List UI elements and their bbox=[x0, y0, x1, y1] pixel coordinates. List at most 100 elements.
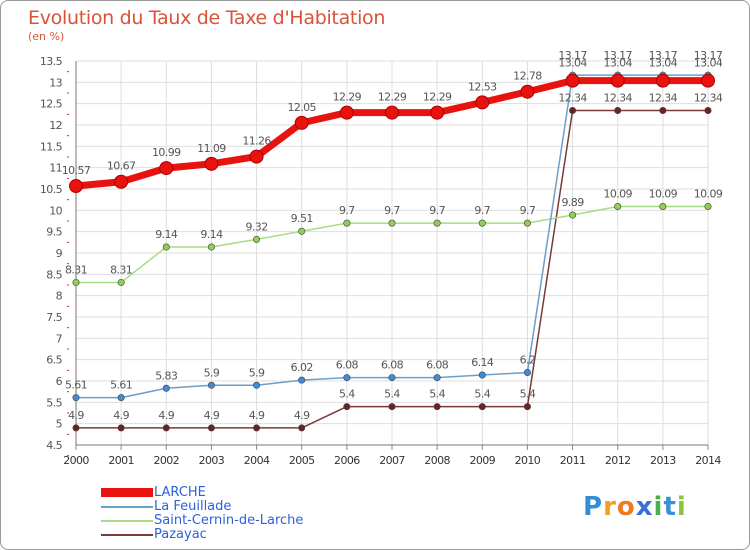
data-label: 4.9 bbox=[294, 409, 310, 422]
data-point bbox=[614, 202, 622, 210]
data-point bbox=[388, 374, 396, 382]
data-point bbox=[162, 384, 170, 392]
data-point bbox=[701, 73, 715, 88]
data-label: 13.17 bbox=[558, 49, 587, 62]
data-label: 5.4 bbox=[474, 388, 490, 401]
data-label: 10.09 bbox=[649, 187, 678, 200]
data-label: 13.17 bbox=[694, 49, 723, 62]
x-tick-label: 2002 bbox=[153, 454, 179, 467]
x-tick-label: 2003 bbox=[199, 454, 225, 467]
y-tick-label: 10 bbox=[49, 204, 62, 217]
data-point bbox=[433, 219, 441, 227]
data-label: 5.4 bbox=[520, 388, 536, 401]
data-label: 13.04 bbox=[694, 57, 723, 70]
data-point bbox=[569, 106, 577, 114]
data-point bbox=[659, 106, 667, 114]
y-tick-label: 13 bbox=[49, 76, 62, 89]
data-point bbox=[294, 115, 309, 130]
data-label: 12.34 bbox=[603, 91, 632, 104]
data-label: 12.05 bbox=[287, 101, 316, 114]
data-point bbox=[298, 424, 306, 432]
legend-label: La Feuillade bbox=[154, 499, 232, 514]
data-point bbox=[117, 278, 125, 286]
data-label: 5.61 bbox=[110, 379, 132, 392]
chart-subtitle: (en %) bbox=[28, 30, 65, 43]
data-label: 5.4 bbox=[339, 388, 355, 401]
logo-letter: i bbox=[676, 492, 687, 522]
data-label: 9.7 bbox=[384, 204, 400, 217]
y-tick-label: 12.5 bbox=[40, 98, 63, 111]
data-label: 11.26 bbox=[242, 135, 271, 148]
data-point bbox=[385, 105, 399, 120]
legend-swatch bbox=[101, 520, 153, 522]
data-label: 6.08 bbox=[381, 359, 404, 372]
data-point bbox=[72, 394, 80, 402]
data-point bbox=[69, 179, 83, 194]
data-label: 5.83 bbox=[155, 369, 178, 382]
data-label: 12.34 bbox=[649, 91, 678, 104]
data-point bbox=[478, 219, 486, 227]
y-tick-label: 5.5 bbox=[46, 396, 62, 409]
y-tick-label: 7 bbox=[56, 332, 63, 345]
y-tick-label: 8 bbox=[56, 290, 63, 303]
legend-label: LARCHE bbox=[154, 485, 206, 500]
x-tick-label: 2010 bbox=[515, 454, 541, 467]
y-tick-label: 13.5 bbox=[40, 55, 63, 68]
data-point bbox=[298, 376, 306, 384]
data-point bbox=[523, 368, 531, 376]
x-tick-label: 2012 bbox=[605, 454, 631, 467]
logo-letter: t bbox=[663, 492, 677, 522]
data-point bbox=[655, 73, 670, 88]
data-point bbox=[565, 73, 580, 88]
y-tick-label: 8.5 bbox=[46, 268, 62, 281]
data-point bbox=[117, 424, 125, 432]
x-tick-label: 2000 bbox=[63, 454, 89, 467]
data-point bbox=[249, 149, 264, 164]
x-tick-label: 2005 bbox=[289, 454, 315, 467]
legend-swatch bbox=[101, 534, 153, 536]
data-label: 9.51 bbox=[291, 212, 313, 225]
y-tick-label: 10.5 bbox=[40, 183, 63, 196]
legend-swatch bbox=[101, 506, 153, 508]
data-label: 9.7 bbox=[520, 204, 536, 217]
data-point bbox=[430, 105, 445, 120]
data-point bbox=[298, 227, 306, 235]
data-point bbox=[343, 219, 351, 227]
data-point bbox=[207, 424, 215, 432]
data-point bbox=[72, 278, 80, 286]
data-point bbox=[117, 394, 125, 402]
data-label: 6.14 bbox=[471, 356, 494, 369]
data-label: 6.2 bbox=[520, 353, 536, 366]
data-point bbox=[478, 403, 486, 411]
data-point bbox=[704, 106, 712, 114]
data-point bbox=[339, 105, 354, 120]
data-point bbox=[343, 374, 351, 382]
data-point bbox=[523, 219, 531, 227]
y-tick-label: 9.5 bbox=[46, 226, 62, 239]
data-point bbox=[520, 84, 535, 99]
x-tick-label: 2011 bbox=[560, 454, 586, 467]
data-point bbox=[207, 381, 215, 389]
data-label: 5.4 bbox=[429, 388, 445, 401]
data-point bbox=[162, 424, 170, 432]
data-label: 13.17 bbox=[603, 49, 632, 62]
data-point bbox=[253, 381, 261, 389]
data-point bbox=[433, 374, 441, 382]
data-label: 9.7 bbox=[339, 204, 355, 217]
data-label: 10.57 bbox=[62, 164, 91, 177]
data-label: 9.14 bbox=[200, 228, 223, 241]
data-label: 12.29 bbox=[333, 91, 362, 104]
data-label: 6.08 bbox=[336, 359, 359, 372]
data-point bbox=[433, 403, 441, 411]
data-label: 5.9 bbox=[204, 366, 220, 379]
legend-label: Saint-Cernin-de-Larche bbox=[154, 513, 304, 528]
data-label: 4.9 bbox=[249, 409, 265, 422]
logo-letter: x bbox=[635, 492, 654, 522]
data-point bbox=[388, 219, 396, 227]
data-label: 4.9 bbox=[113, 409, 129, 422]
data-point bbox=[159, 161, 174, 176]
data-label: 12.34 bbox=[558, 91, 587, 104]
data-label: 10.99 bbox=[152, 146, 181, 159]
